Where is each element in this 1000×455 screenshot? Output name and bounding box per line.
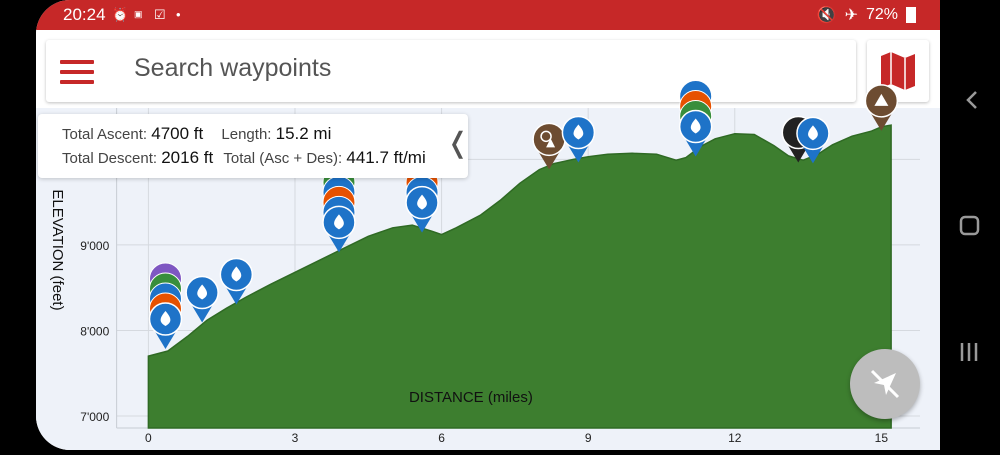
descent-label: Total Descent: xyxy=(62,150,158,167)
mute-icon: 🔇 xyxy=(816,7,837,24)
fire-icon xyxy=(546,138,556,148)
back-nav-icon[interactable] xyxy=(966,91,977,109)
app-window: 20:24 ⏰ ▣ ☑ • 🔇 ✈ 72% Search waypoints xyxy=(36,0,940,450)
search-row: Search waypoints xyxy=(36,30,940,108)
battery-icon xyxy=(906,7,916,23)
water-drop-icon xyxy=(808,125,818,141)
water-drop-icon xyxy=(231,266,242,282)
water-waypoint-pin xyxy=(322,205,356,253)
water-drop-icon xyxy=(690,118,701,134)
pdf-icon: ▣ xyxy=(134,9,143,19)
x-tick-label: 15 xyxy=(875,431,889,445)
water-drop-icon xyxy=(573,124,584,140)
search-input[interactable]: Search waypoints xyxy=(134,54,332,82)
length-value: 15.2 mi xyxy=(275,124,332,143)
y-tick-label: 7'000 xyxy=(80,410,109,424)
battery-text: 72% xyxy=(865,6,898,23)
ascent-label: Total Ascent: xyxy=(62,126,148,143)
check-icon: ☑ xyxy=(154,7,166,22)
water-drop-icon xyxy=(334,214,344,230)
dot-icon: • xyxy=(176,7,181,22)
descent-value: 2016 ft xyxy=(161,148,214,167)
alarm-icon: ⏰ xyxy=(112,7,129,22)
map-icon xyxy=(881,52,915,90)
x-axis-label: DISTANCE (miles) xyxy=(409,389,533,406)
water-waypoint-pin xyxy=(219,257,254,305)
system-nav-bar xyxy=(940,0,1000,450)
total-value: 441.7 ft/mi xyxy=(346,148,426,167)
route-stats-card: Total Ascent: 4700 ft Length: 15.2 mi To… xyxy=(38,114,470,178)
status-bar: 20:24 ⏰ ▣ ☑ • 🔇 ✈ 72% xyxy=(36,0,940,30)
water-waypoint-pin xyxy=(148,302,183,350)
x-tick-label: 0 xyxy=(145,431,152,445)
length-label: Length: xyxy=(221,126,272,143)
water-drop-icon xyxy=(160,311,171,327)
airplane-icon: ✈ xyxy=(844,7,858,24)
x-tick-label: 3 xyxy=(292,431,299,445)
y-tick-label: 8'000 xyxy=(80,324,109,338)
ascent-value: 4700 ft xyxy=(151,124,204,143)
no-fire-icon xyxy=(540,130,552,143)
summit-icon xyxy=(874,93,889,106)
recenter-fab[interactable] xyxy=(850,349,920,419)
y-tick-label: 9'000 xyxy=(80,239,109,253)
water-waypoint-pin xyxy=(561,115,596,163)
total-label: Total (Asc + Des): xyxy=(223,150,343,167)
summit-waypoint-pin xyxy=(864,84,899,131)
water-waypoint-pin xyxy=(405,185,439,233)
water-drop-icon xyxy=(197,284,208,300)
search-box[interactable]: Search waypoints xyxy=(46,40,856,102)
home-nav-icon[interactable] xyxy=(959,215,980,236)
y-axis-label: ELEVATION (feet) xyxy=(49,189,66,310)
x-tick-label: 9 xyxy=(585,431,592,445)
location-off-icon xyxy=(870,369,900,399)
water-waypoint-pin xyxy=(185,275,219,323)
water-waypoint-pin xyxy=(678,109,713,157)
collapse-card-chevron-icon[interactable]: ❬ xyxy=(446,127,470,158)
status-time: 20:24 xyxy=(63,5,106,24)
x-tick-label: 6 xyxy=(438,431,445,445)
recents-nav-icon[interactable] xyxy=(960,343,978,361)
water-drop-icon xyxy=(417,194,427,210)
hamburger-menu-icon[interactable] xyxy=(60,58,96,86)
x-tick-label: 12 xyxy=(728,431,742,445)
water-waypoint-pin xyxy=(796,116,830,164)
